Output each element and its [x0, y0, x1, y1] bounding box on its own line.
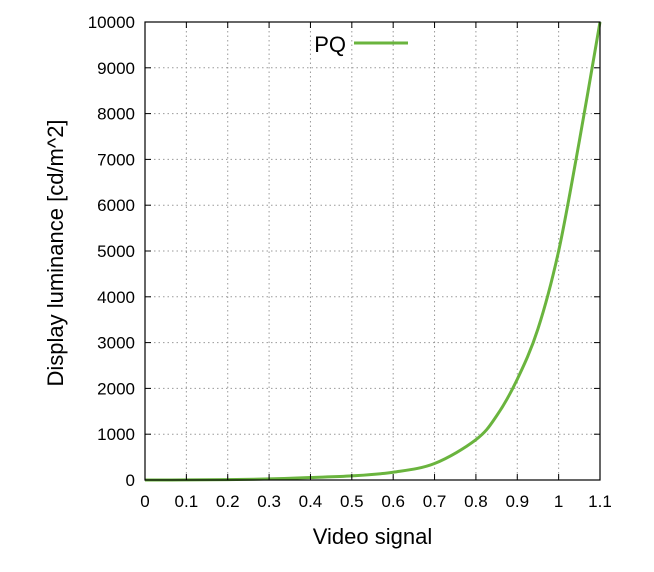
y-tick-label: 2000: [97, 379, 135, 398]
y-tick-label: 3000: [97, 334, 135, 353]
x-tick-label: 0.6: [381, 492, 405, 511]
x-tick-label: 0.8: [464, 492, 488, 511]
x-tick-label: 0.3: [257, 492, 281, 511]
x-tick-label: 0.4: [299, 492, 323, 511]
legend-label-pq: PQ: [314, 32, 346, 57]
y-tick-label: 10000: [88, 13, 135, 32]
y-tick-label: 5000: [97, 242, 135, 261]
series-layer: [144, 21, 602, 482]
x-tick-label: 0.5: [340, 492, 364, 511]
series-line-pq: [144, 21, 602, 482]
x-tick-label: 0.7: [423, 492, 447, 511]
x-tick-label: 1: [554, 492, 563, 511]
y-tick-label: 6000: [97, 196, 135, 215]
x-tick-label: 1.1: [588, 492, 612, 511]
x-tick-label: 0.9: [505, 492, 529, 511]
y-tick-label: 8000: [97, 105, 135, 124]
ticks: 0 0.1 0.2 0.3 0.4 0.5 0.6 0.7 0.8 0.9 1 1.1 0 1000 200…: [88, 13, 612, 511]
y-tick-label: 7000: [97, 150, 135, 169]
x-tick-label: 0.2: [216, 492, 240, 511]
grid: [145, 22, 600, 480]
y-tick-label: 0: [126, 471, 135, 490]
y-tick-label: 9000: [97, 59, 135, 78]
y-axis-title: Display luminance [cd/m^2]: [43, 119, 68, 386]
x-tick-label: 0.1: [175, 492, 199, 511]
x-tick-label: 0: [140, 492, 149, 511]
x-axis-title: Video signal: [313, 524, 432, 549]
y-tick-label: 4000: [97, 288, 135, 307]
legend: PQ: [314, 32, 408, 57]
y-tick-label: 1000: [97, 425, 135, 444]
